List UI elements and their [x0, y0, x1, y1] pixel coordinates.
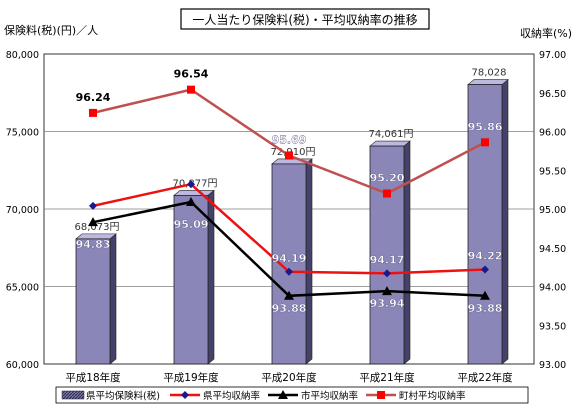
line-value-label: 93.88	[272, 302, 307, 315]
x-tick-label: 平成21年度	[359, 371, 415, 384]
series-point	[480, 290, 490, 300]
line-value-label: 94.17	[370, 253, 405, 266]
legend-item: 町村平均収納率	[366, 390, 466, 402]
right-tick-label: 96.50	[539, 89, 566, 100]
right-tick-label: 97.00	[539, 50, 566, 61]
right-tick-label: 96.00	[539, 128, 566, 139]
line-value-label: 95.86	[468, 120, 503, 133]
left-tick-label: 60,000	[6, 360, 39, 371]
line-value-labels: 94.19 94.17 94.22 94.83 95.09 93.88 93.94 93.88…	[75, 68, 503, 315]
series-point	[88, 217, 98, 227]
legend: 県平均保険料(税) 県平均収納率 市平均収納率 町村平均収納率	[55, 386, 529, 404]
bar	[173, 189, 215, 365]
series-point	[383, 189, 391, 198]
series-point	[383, 269, 391, 278]
x-tick-label: 平成20年度	[261, 371, 317, 384]
bar-series	[75, 78, 509, 365]
legend-label: 町村平均収納率	[399, 390, 466, 402]
line-value-label: 95.09	[174, 218, 209, 231]
left-tick-label: 75,000	[6, 128, 39, 139]
right-tick-label: 95.50	[539, 166, 566, 177]
chart-title: 一人当たり保険料(税)・平均収納率の推移	[192, 12, 417, 27]
right-tick-label: 93.00	[539, 360, 566, 371]
right-tick-label: 94.50	[539, 244, 566, 255]
left-axis-ticks: 60,000 65,000 70,000 75,000 80,000	[6, 50, 39, 371]
line-value-label: 96.24	[76, 91, 111, 104]
series-point	[481, 265, 489, 274]
line-value-label: 96.54	[174, 68, 209, 81]
x-axis-ticks: 平成18年度 平成19年度 平成20年度 平成21年度 平成22年度	[65, 371, 513, 384]
bar	[369, 140, 411, 365]
left-tick-label: 65,000	[6, 283, 39, 294]
bar-value-label: 78,028	[472, 68, 507, 79]
bar-value-label: 70,877円	[173, 178, 218, 189]
bar	[271, 158, 313, 365]
x-tick-label: 平成22年度	[457, 371, 513, 384]
line-value-label: 94.83	[76, 238, 111, 251]
right-tick-label: 94.00	[539, 283, 566, 294]
series-point	[187, 180, 195, 189]
right-axis-ticks: 93.00 93.50 94.00 94.50 95.00 95.50 96.00 96.50…	[539, 50, 566, 371]
line-value-label: 95.69	[272, 134, 307, 147]
line-value-label: 95.20	[370, 172, 405, 185]
bar-value-label: 74,061円	[369, 129, 414, 140]
right-axis-title: 収納率(%)	[520, 26, 572, 40]
bar-value-label: 68,073円	[75, 222, 120, 233]
legend-label: 市平均収納率	[301, 390, 359, 402]
line-series	[88, 85, 490, 300]
left-axis-title: 保険料(税)(円)／人	[4, 23, 98, 37]
x-tick-label: 平成19年度	[163, 371, 219, 384]
line-value-label: 93.94	[370, 297, 405, 310]
legend-item: 市平均収納率	[268, 390, 359, 402]
legend-item: 県平均収納率	[170, 390, 261, 402]
bar	[467, 78, 509, 365]
line-value-label: 94.19	[272, 252, 307, 265]
legend-label: 県平均収納率	[203, 390, 261, 402]
legend-item: 県平均保険料(税)	[61, 390, 160, 402]
series-point	[187, 85, 195, 94]
legend-swatch	[61, 390, 85, 400]
series-point	[481, 138, 489, 147]
x-tick-label: 平成18年度	[65, 371, 121, 384]
series-point	[285, 151, 293, 160]
line-value-label: 94.22	[468, 249, 503, 262]
series-point	[285, 267, 293, 276]
series-point	[382, 286, 392, 296]
left-tick-label: 80,000	[6, 50, 39, 61]
right-tick-label: 95.00	[539, 205, 566, 216]
series-point	[186, 197, 196, 207]
right-tick-label: 93.50	[539, 321, 566, 332]
series-point	[284, 290, 294, 300]
series-point	[89, 108, 97, 117]
series-point	[89, 201, 97, 210]
chart-title-box	[180, 8, 430, 30]
legend-label: 県平均保険料(税)	[86, 390, 160, 402]
left-tick-label: 70,000	[6, 205, 39, 216]
line-value-label: 93.88	[468, 302, 503, 315]
bar	[75, 233, 117, 365]
